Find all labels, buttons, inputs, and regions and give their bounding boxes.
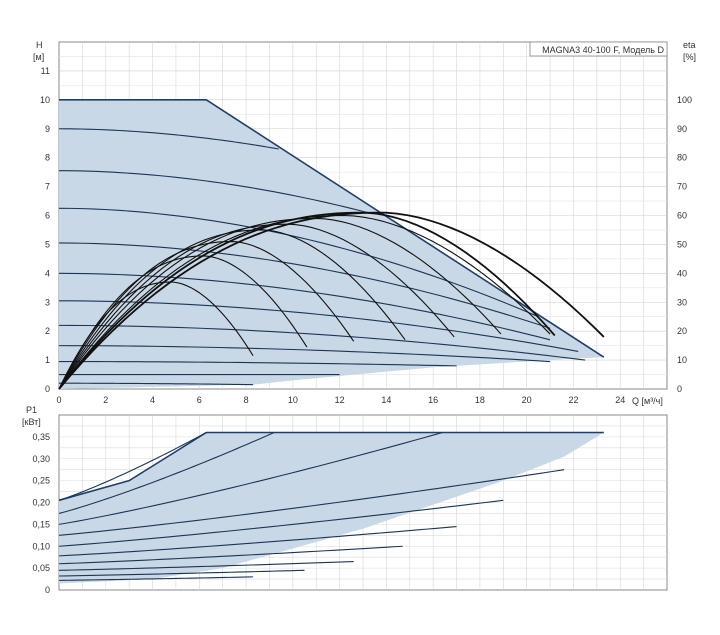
efficiency-axis-label: eta xyxy=(683,40,696,50)
efficiency-curve-2 xyxy=(58,255,308,390)
head-curve-2 xyxy=(58,170,368,214)
y-tick-label: 7 xyxy=(45,182,50,192)
power-tick-label: 0,05 xyxy=(32,563,50,573)
y2-tick-label: 70 xyxy=(677,182,687,192)
x-tick-label: 12 xyxy=(335,395,345,405)
power-curve-4 xyxy=(58,469,565,536)
efficiency-axis-unit: [%] xyxy=(683,52,696,62)
power-curve-7 xyxy=(58,545,403,565)
y-tick-label: 2 xyxy=(45,326,50,336)
power-plot: 0 0,05 0,10 0,15 0,20 0,25 0,30 0,35 xyxy=(32,414,668,595)
x-tick-label: 8 xyxy=(244,395,249,405)
model-title-box xyxy=(529,41,668,57)
y2-tick-label: 80 xyxy=(677,153,687,163)
y-tick-label: 3 xyxy=(45,297,50,307)
model-title: MAGNA3 40-100 F, Модель D xyxy=(542,45,664,55)
y-tick-label: 5 xyxy=(45,239,50,249)
efficiency-curve-6 xyxy=(58,217,502,390)
x-tick-label: 20 xyxy=(522,395,532,405)
y-tick-label: 4 xyxy=(45,268,50,278)
head-axis-label: H xyxy=(36,40,43,50)
y-tick-label: 11 xyxy=(41,66,50,76)
y2-tick-label: 30 xyxy=(677,297,687,307)
head-curve-9 xyxy=(58,360,457,367)
operating-area xyxy=(59,99,604,389)
y2-tick-label: 40 xyxy=(677,268,687,278)
y2-tick-label: 100 xyxy=(677,95,692,105)
x-tick-label: 4 xyxy=(150,395,155,405)
x-tick-label: 14 xyxy=(381,395,391,405)
power-curve-2 xyxy=(58,431,275,514)
x-tick-label: 6 xyxy=(197,395,202,405)
power-tick-label: 0 xyxy=(45,585,50,595)
head-axis-unit: [м] xyxy=(33,52,44,62)
x-tick-label: 2 xyxy=(103,395,108,405)
head-curve-4 xyxy=(58,242,551,329)
y2-tick-label: 0 xyxy=(677,384,682,394)
power-tick-label: 0,15 xyxy=(32,519,50,529)
head-curve-7 xyxy=(58,324,586,361)
flow-axis-label: Q [м³/ч] xyxy=(632,396,663,406)
efficiency-curve-4 xyxy=(58,229,406,390)
power-curve-1 xyxy=(58,432,207,501)
power-curve-6 xyxy=(58,526,457,557)
head-curve-11 xyxy=(58,382,254,386)
y2-tick-label: 90 xyxy=(677,124,687,134)
y2-tick-label: 20 xyxy=(677,326,687,336)
x-tick-label: 22 xyxy=(568,395,578,405)
y2-tick-label: 50 xyxy=(677,239,687,249)
efficiency-curve-5 xyxy=(58,223,455,390)
y-tick-label: 6 xyxy=(45,211,50,221)
x-tick-label: 16 xyxy=(428,395,438,405)
power-curve-9 xyxy=(58,569,305,577)
y2-tick-label: 10 xyxy=(677,355,687,365)
power-max-curve xyxy=(58,431,604,502)
efficiency-curve-9 xyxy=(58,211,605,390)
power-curve-3 xyxy=(58,431,443,525)
power-axis-unit: [кВт] xyxy=(22,417,41,427)
head-curve-3 xyxy=(58,207,539,318)
power-operating-area xyxy=(59,432,604,584)
x-tick-label: 10 xyxy=(288,395,298,405)
efficiency-curve-3 xyxy=(58,240,355,390)
y2-tick-label: 60 xyxy=(677,211,687,221)
y-tick-label: 0 xyxy=(45,384,50,394)
efficiency-curve-8 xyxy=(58,211,556,390)
power-tick-label: 0,25 xyxy=(32,476,50,486)
power-curve-10 xyxy=(58,576,254,581)
power-tick-label: 0,30 xyxy=(32,454,50,464)
y-tick-label: 9 xyxy=(45,124,50,134)
y-tick-label: 10 xyxy=(40,95,50,105)
max-curve xyxy=(59,99,605,358)
power-tick-label: 0,20 xyxy=(32,498,50,508)
x-tick-label: 24 xyxy=(615,395,625,405)
head-curve-1 xyxy=(58,128,279,150)
head-curve-5 xyxy=(58,272,551,341)
power-curve-8 xyxy=(58,561,354,571)
y-tick-label: 1 xyxy=(45,355,50,365)
head-efficiency-plot: 0 2 4 6 8 10 12 14 16 18 20 22 240123456789101101020… xyxy=(40,41,692,405)
x-tick-label: 0 xyxy=(56,395,61,405)
power-tick-label: 0,10 xyxy=(32,541,50,551)
power-curve-5 xyxy=(58,499,504,547)
head-curve-8 xyxy=(58,345,551,363)
y-tick-label: 8 xyxy=(45,153,50,163)
x-tick-label: 18 xyxy=(475,395,485,405)
power-tick-label: 0,35 xyxy=(32,432,50,442)
power-axis-label: P1 xyxy=(26,405,37,415)
